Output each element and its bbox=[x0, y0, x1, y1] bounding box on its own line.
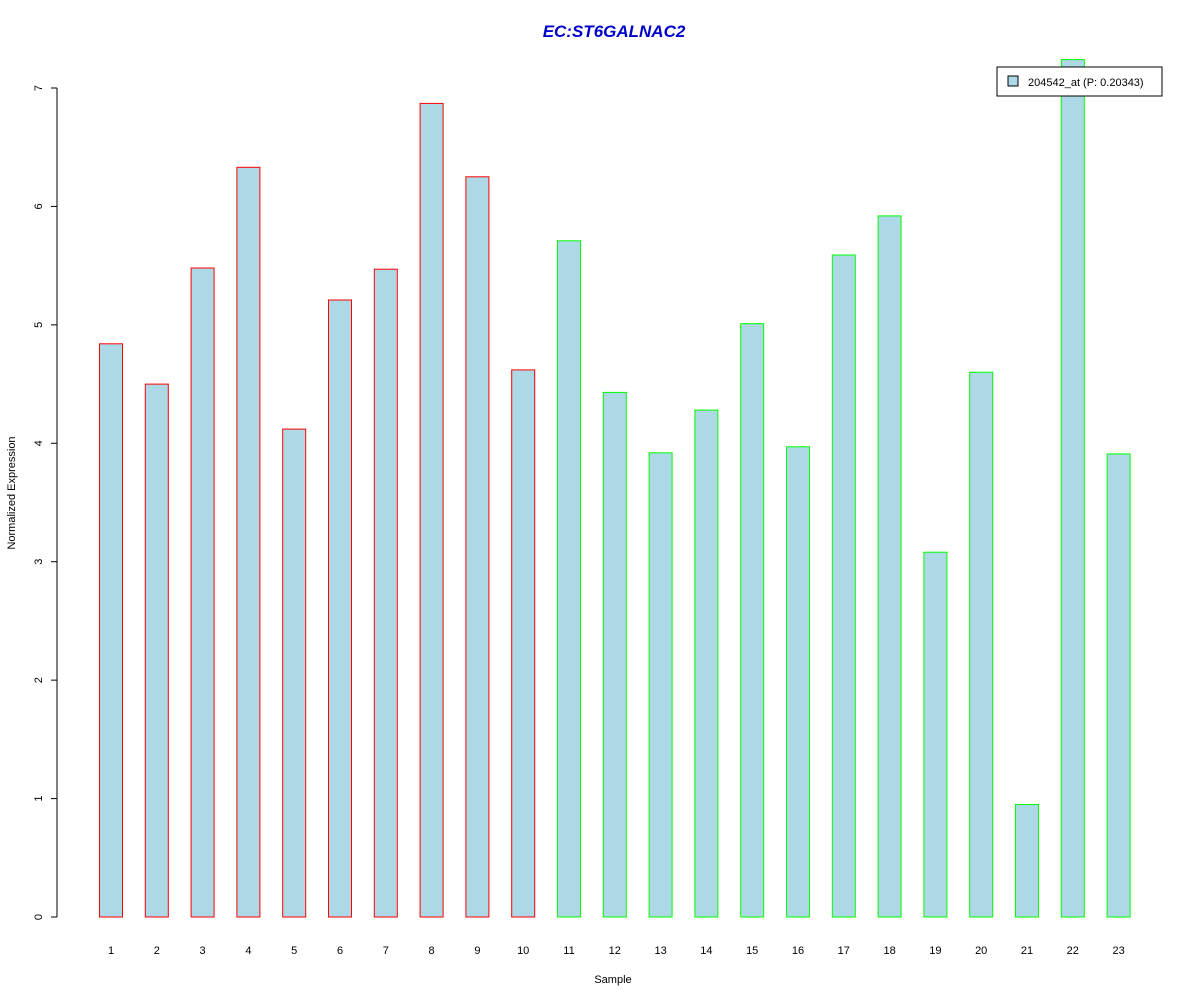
bar bbox=[1060, 59, 1085, 918]
x-tick-label: 8 bbox=[429, 945, 435, 957]
bar bbox=[419, 102, 444, 918]
x-tick-label: 12 bbox=[609, 945, 621, 957]
x-tick-label: 1 bbox=[108, 945, 114, 957]
y-tick-label: 5 bbox=[33, 322, 45, 328]
x-tick-label: 10 bbox=[517, 945, 529, 957]
bar bbox=[694, 409, 719, 918]
x-tick-label: 6 bbox=[337, 945, 343, 957]
y-tick-label: 4 bbox=[33, 440, 45, 446]
x-tick-label: 16 bbox=[792, 945, 804, 957]
bar bbox=[602, 391, 627, 918]
x-tick-label: 3 bbox=[200, 945, 206, 957]
bar bbox=[236, 166, 261, 918]
legend-box bbox=[996, 66, 1163, 97]
x-tick-label: 7 bbox=[383, 945, 389, 957]
y-tick-label: 7 bbox=[33, 85, 45, 91]
bar bbox=[557, 240, 581, 918]
x-tick-label: 18 bbox=[883, 945, 895, 957]
x-tick-label: 17 bbox=[838, 945, 850, 957]
bar bbox=[511, 369, 536, 918]
x-tick-label: 13 bbox=[654, 945, 666, 957]
x-tick-label: 2 bbox=[154, 945, 160, 957]
y-tick-label: 2 bbox=[33, 677, 45, 683]
x-tick-label: 9 bbox=[474, 945, 480, 957]
legend-label: 204542_at (P: 0.20343) bbox=[1028, 77, 1144, 89]
y-axis: 0 1 2 3 4 5 6 7 bbox=[33, 85, 58, 920]
x-tick-label: 22 bbox=[1067, 945, 1079, 957]
x-tick-label: 14 bbox=[700, 945, 712, 957]
x-tick-label: 19 bbox=[929, 945, 941, 957]
bar bbox=[923, 551, 948, 918]
bar bbox=[144, 383, 169, 918]
x-tick-label: 23 bbox=[1112, 945, 1124, 957]
bar bbox=[877, 215, 902, 918]
y-tick-label: 3 bbox=[33, 559, 45, 565]
bar bbox=[190, 267, 215, 918]
x-tick-label: 5 bbox=[291, 945, 297, 957]
bar bbox=[99, 343, 123, 918]
x-axis-label: Sample bbox=[594, 974, 631, 986]
chart-title: EC:ST6GALNAC2 bbox=[543, 22, 686, 41]
y-tick-label: 6 bbox=[33, 203, 45, 209]
y-tick-label: 0 bbox=[33, 914, 45, 920]
y-tick-label: 1 bbox=[33, 796, 45, 802]
bar bbox=[786, 446, 810, 918]
bar bbox=[831, 254, 856, 918]
x-tick-label: 21 bbox=[1021, 945, 1033, 957]
bar bbox=[328, 299, 352, 918]
bar bbox=[1015, 804, 1039, 918]
bar bbox=[1106, 453, 1131, 918]
x-tick-label: 20 bbox=[975, 945, 987, 957]
y-axis-label: Normalized Expression bbox=[6, 436, 18, 549]
legend: 204542_at (P: 0.20343) bbox=[996, 66, 1163, 97]
bar bbox=[282, 428, 307, 918]
bar bbox=[648, 452, 673, 918]
x-tick-label: 15 bbox=[746, 945, 758, 957]
bar bbox=[969, 371, 994, 918]
legend-swatch bbox=[1007, 75, 1019, 87]
bar bbox=[740, 323, 765, 918]
bar bbox=[373, 268, 398, 918]
x-tick-labels: 1 2 3 4 5 6 7 8 9 10 11 12 13 14 15 16 17 18 19 20 21 22 23 bbox=[108, 945, 1125, 957]
bar bbox=[465, 176, 490, 918]
x-tick-label: 11 bbox=[563, 945, 574, 957]
x-tick-label: 4 bbox=[245, 945, 251, 957]
bars bbox=[99, 59, 1131, 918]
